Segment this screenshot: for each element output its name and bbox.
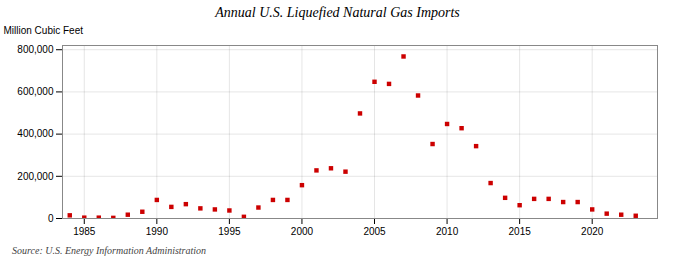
html-text:Source: U.S. Energy Informatio: Source: U.S. Energy Information Administ… (12, 245, 207, 256)
svg-text:1995: 1995 (218, 226, 241, 237)
svg-text:0: 0 (48, 213, 54, 224)
svg-text:800,000: 800,000 (17, 44, 54, 55)
html-text:Annual U.S. Liquefied Natural: Annual U.S. Liquefied Natural Gas Import… (215, 5, 460, 20)
svg-text:1990: 1990 (146, 226, 169, 237)
svg-text:2000: 2000 (291, 226, 314, 237)
svg-text:400,000: 400,000 (17, 128, 54, 139)
svg-text:2020: 2020 (581, 226, 604, 237)
svg-text:2010: 2010 (436, 226, 459, 237)
svg-text:Million Cubic Feet: Million Cubic Feet (4, 25, 84, 36)
svg-text:600,000: 600,000 (17, 86, 54, 97)
svg-text:200,000: 200,000 (17, 171, 54, 182)
svg-text:1985: 1985 (73, 226, 96, 237)
svg-text:2005: 2005 (363, 226, 386, 237)
svg-text:2015: 2015 (509, 226, 532, 237)
